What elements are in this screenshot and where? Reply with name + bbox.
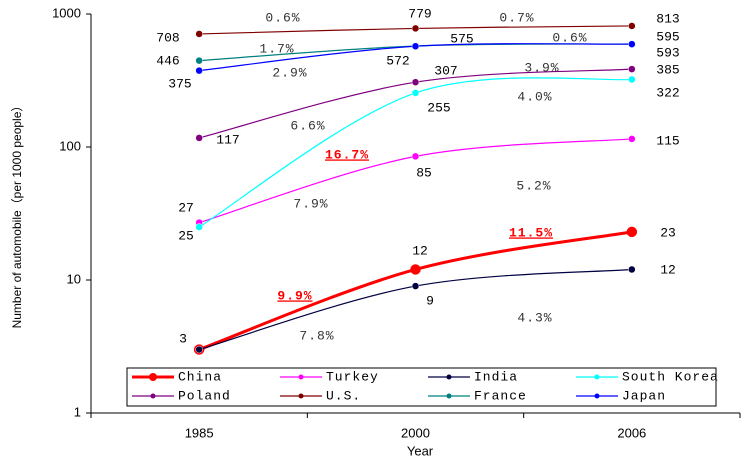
data-label: 12: [412, 243, 428, 258]
legend-marker: [150, 393, 156, 399]
data-label: 572: [386, 53, 409, 68]
growth-annotation: 16.7%: [325, 147, 369, 162]
data-label: 593: [656, 45, 679, 60]
legend-label: France: [474, 388, 527, 403]
data-label: 813: [656, 11, 679, 26]
legend-label: Japan: [622, 388, 666, 403]
data-label: 85: [416, 165, 432, 180]
point: [195, 66, 203, 75]
data-label: 9: [426, 293, 434, 308]
legend-label: Turkey: [326, 369, 379, 384]
series-line: [198, 268, 632, 351]
x-tick-label: 2006: [617, 425, 646, 440]
point: [410, 264, 421, 275]
point: [628, 40, 636, 48]
data-label: 255: [427, 100, 450, 115]
x-tick-label: 2000: [401, 425, 430, 440]
point: [411, 78, 420, 86]
data-label: 575: [450, 31, 473, 46]
growth-annotation: 7.9%: [293, 196, 328, 211]
y-tick-label: 1000: [52, 5, 81, 20]
point: [195, 345, 203, 354]
growth-annotation: 4.0%: [517, 89, 552, 104]
y-tick-label: 1: [74, 404, 81, 419]
legend-label: China: [178, 369, 222, 384]
series-line: [198, 138, 632, 224]
growth-annotation: 6.6%: [290, 118, 325, 133]
point: [411, 24, 420, 33]
point: [195, 30, 203, 38]
legend-marker: [149, 373, 157, 381]
point: [195, 56, 203, 65]
data-label: 23: [660, 225, 676, 240]
growth-annotation: 1.7%: [259, 41, 294, 56]
data-label: 117: [216, 132, 239, 147]
data-label: 595: [656, 29, 679, 44]
point: [628, 75, 636, 84]
data-label: 27: [178, 200, 194, 215]
point: [195, 223, 203, 231]
legend-marker: [298, 374, 304, 380]
growth-annotation: 5.2%: [516, 178, 551, 193]
legend-marker: [594, 393, 600, 399]
growth-annotation: 0.6%: [552, 30, 587, 45]
point: [628, 65, 636, 73]
point: [626, 226, 638, 238]
data-label: 307: [434, 63, 457, 78]
data-label: 779: [408, 6, 431, 21]
data-label: 3: [179, 331, 187, 346]
y-tick-label: 100: [59, 138, 81, 153]
growth-annotation: 2.9%: [272, 65, 307, 80]
data-label: 12: [660, 262, 676, 277]
data-label: 446: [156, 53, 179, 68]
data-label: 385: [656, 62, 679, 77]
legend-marker: [446, 374, 452, 380]
legend-label: India: [474, 369, 518, 384]
x-axis-label: Year: [407, 443, 434, 458]
legend-marker: [298, 393, 304, 399]
point: [411, 152, 420, 161]
growth-annotation: 7.8%: [299, 328, 334, 343]
data-label: 322: [656, 85, 679, 100]
legend-label: U.S.: [326, 388, 361, 403]
growth-annotation: 3.9%: [524, 60, 559, 75]
data-label: 375: [168, 76, 191, 91]
point: [628, 135, 636, 143]
y-tick-label: 10: [67, 271, 81, 286]
growth-annotation: 9.9%: [277, 288, 312, 303]
growth-annotation: 0.6%: [265, 10, 300, 25]
legend-label: South Korea: [622, 369, 719, 384]
point: [628, 22, 636, 30]
data-label: 708: [156, 30, 179, 45]
point: [411, 282, 420, 290]
point: [628, 265, 636, 274]
point: [195, 134, 203, 142]
growth-annotation: 0.7%: [499, 10, 534, 25]
point: [411, 42, 420, 51]
data-label: 115: [656, 133, 679, 148]
growth-annotation: 4.3%: [517, 310, 552, 325]
x-tick-label: 1985: [185, 425, 214, 440]
growth-annotation: 11.5%: [509, 225, 553, 240]
y-axis-label: Number of automobile（per 1000 people）: [10, 100, 24, 329]
legend-label: Poland: [178, 388, 231, 403]
legend-box: [126, 367, 717, 407]
point: [411, 89, 420, 97]
series-line: [198, 77, 632, 228]
data-label: 25: [178, 228, 194, 243]
legend-marker: [594, 374, 600, 380]
legend-marker: [446, 393, 452, 399]
